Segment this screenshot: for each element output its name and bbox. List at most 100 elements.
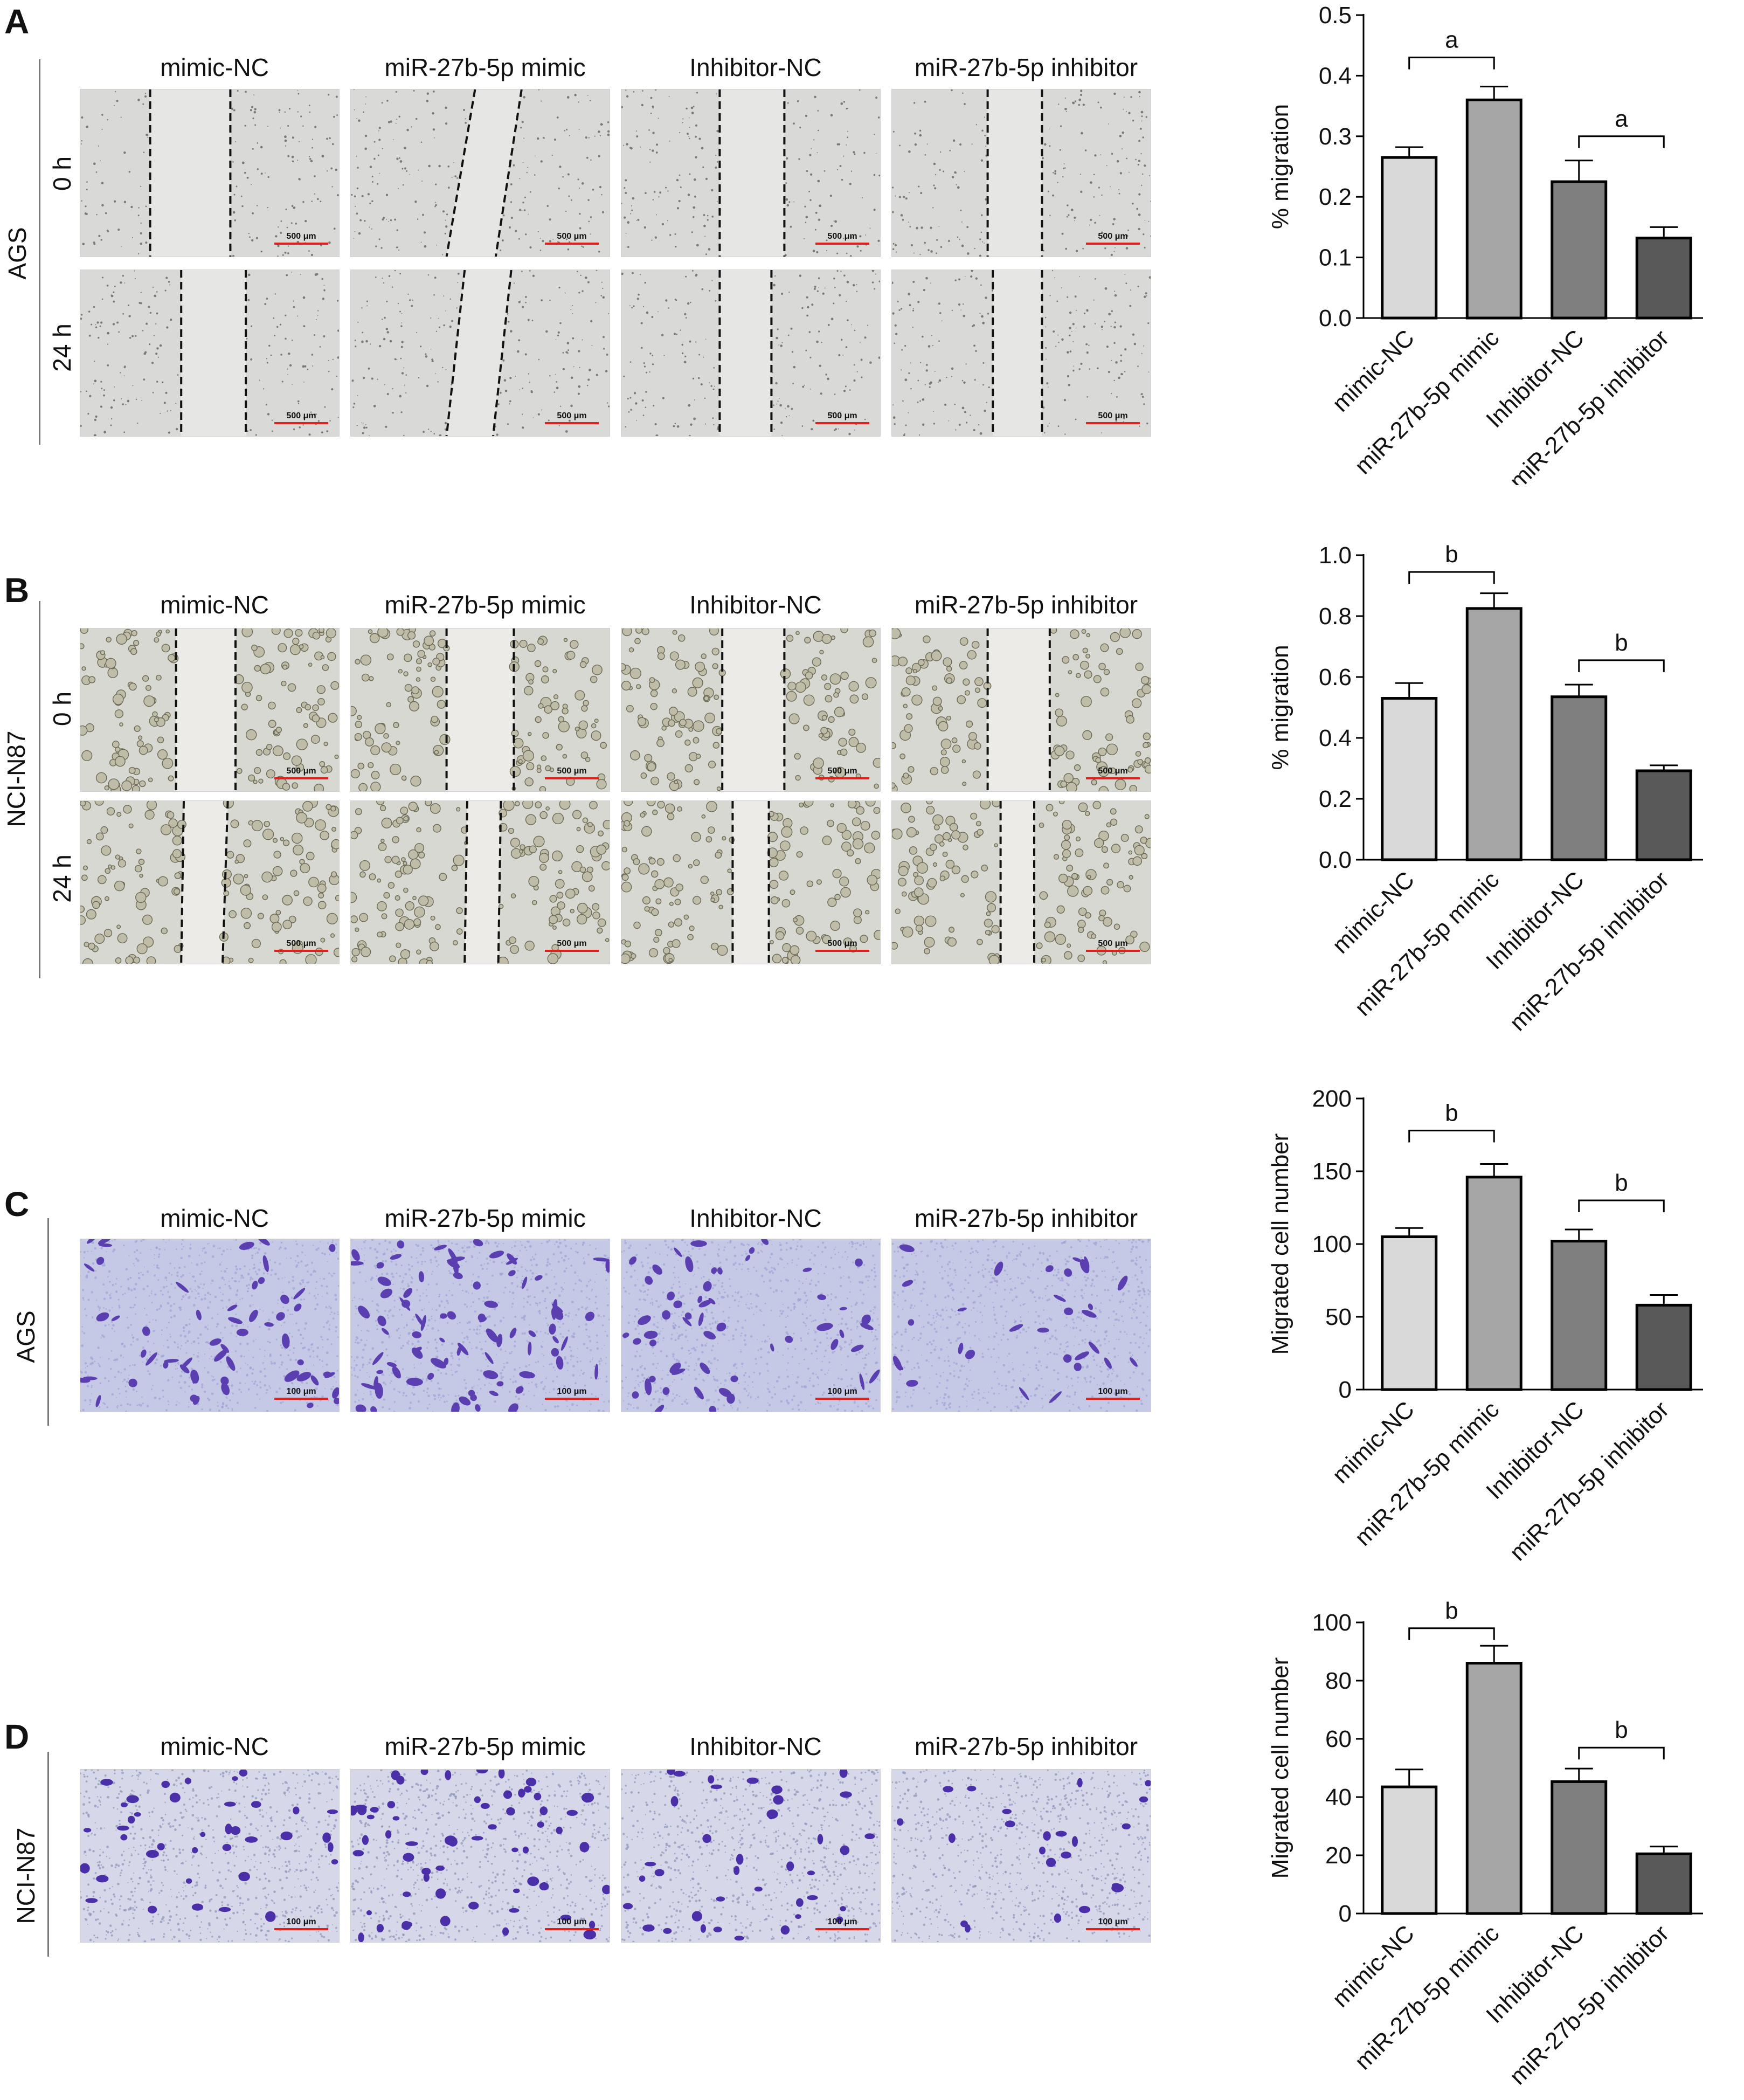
significance-label: b [1615, 630, 1628, 656]
y-tick-label: 0.4 [1319, 63, 1352, 89]
scale-bar: 500 μm [815, 411, 869, 424]
column-title: miR-27b-5p inhibitor [914, 1204, 1138, 1232]
scale-bar: 500 μm [545, 232, 599, 245]
wound-image: 500 μm [621, 628, 881, 792]
significance-label: a [1615, 106, 1628, 132]
x-tick-label: miR-27b-5p mimic [1349, 324, 1504, 479]
bar [1465, 1176, 1522, 1391]
x-tick-label: mimic-NC [1327, 324, 1420, 417]
y-axis-title: Migrated cell number [1267, 1657, 1293, 1879]
scale-bar: 500 μm [1086, 766, 1140, 779]
panel-d: D NCI-N87 mimic-NC miR-27b-5p mimic Inhi… [0, 1595, 1744, 2100]
y-tick-label: 0.3 [1319, 123, 1352, 150]
bar [1381, 1785, 1438, 1915]
y-tick-label: 40 [1325, 1784, 1352, 1811]
wound-image: 500 μm [891, 89, 1151, 257]
y-tick-label: 0.0 [1319, 847, 1352, 873]
y-tick-label: 100 [1312, 1231, 1352, 1258]
y-tick-label: 0.5 [1319, 2, 1352, 29]
transwell-image: 100 μm [621, 1769, 881, 1943]
wound-image: 500 μm [350, 628, 610, 792]
panel-b: B NCI-N87 0 h 24 h mimic-NC miR-27b-5p m… [0, 531, 1744, 1043]
significance-label: b [1615, 1717, 1628, 1743]
y-tick-label: 0.6 [1319, 664, 1352, 690]
scale-bar: 500 μm [274, 939, 328, 952]
scale-bar: 100 μm [545, 1387, 599, 1400]
y-tick-label: 0.8 [1319, 603, 1352, 630]
significance-label: b [1445, 541, 1458, 568]
y-tick-label: 0 [1339, 1901, 1352, 1927]
column-title: miR-27b-5p mimic [384, 53, 586, 81]
y-axis-title: Migrated cell number [1267, 1134, 1293, 1355]
cell-line-label: NCI-N87 [2, 730, 30, 827]
significance-bracket [1408, 57, 1495, 70]
wound-image: 500 μm [891, 800, 1151, 964]
row-label: 24 h [48, 323, 76, 372]
column-title: Inhibitor-NC [689, 53, 822, 81]
x-tick-label: mimic-NC [1327, 1920, 1420, 2012]
divider-line [47, 1752, 49, 1957]
significance-bracket [1578, 659, 1665, 672]
y-axis-title: % migration [1267, 104, 1293, 229]
scale-bar: 500 μm [815, 232, 869, 245]
y-axis-title: % migration [1267, 645, 1293, 770]
transwell-image: 100 μm [891, 1769, 1151, 1943]
scale-bar: 100 μm [1086, 1917, 1140, 1930]
column-title: miR-27b-5p mimic [384, 591, 586, 619]
y-tick-label: 200 [1312, 1086, 1352, 1112]
column-title: mimic-NC [160, 1204, 269, 1232]
x-tick-label: mimic-NC [1327, 1396, 1420, 1488]
panel-label: B [4, 571, 30, 610]
scale-bar: 100 μm [815, 1387, 869, 1400]
bar [1465, 1662, 1522, 1915]
divider-line [39, 601, 40, 978]
significance-bracket [1408, 1129, 1495, 1143]
row-label: 0 h [48, 692, 76, 726]
scale-bar: 100 μm [274, 1387, 328, 1400]
significance-bracket [1578, 135, 1665, 148]
panel-c: C AGS mimic-NC miR-27b-5p mimic Inhibito… [0, 1067, 1744, 1595]
significance-bracket [1408, 571, 1495, 584]
y-tick-label: 20 [1325, 1842, 1352, 1869]
scale-bar: 100 μm [1086, 1387, 1140, 1400]
column-title: mimic-NC [160, 53, 269, 81]
column-title: Inhibitor-NC [689, 1204, 822, 1232]
significance-label: b [1445, 1598, 1458, 1624]
y-tick-label: 0.1 [1319, 245, 1352, 271]
x-tick-label: miR-27b-5p mimic [1349, 866, 1504, 1021]
cell-line-label: AGS [12, 1310, 40, 1363]
wound-image: 500 μm [350, 270, 610, 437]
cell-line-label: NCI-N87 [12, 1827, 40, 1924]
divider-line [39, 59, 40, 445]
transwell-image: 100 μm [80, 1239, 340, 1412]
wound-image: 500 μm [350, 89, 610, 257]
y-tick-label: 80 [1325, 1668, 1352, 1694]
scale-bar: 500 μm [1086, 411, 1140, 424]
scale-bar: 500 μm [815, 766, 869, 779]
y-tick-label: 0.0 [1319, 305, 1352, 331]
column-title: mimic-NC [160, 1732, 269, 1760]
transwell-image: 100 μm [80, 1769, 340, 1943]
scale-bar: 500 μm [815, 939, 869, 952]
wound-image: 500 μm [80, 800, 340, 964]
significance-bracket [1408, 1627, 1495, 1640]
scale-bar: 500 μm [1086, 939, 1140, 952]
column-title: Inhibitor-NC [689, 591, 822, 619]
y-tick-label: 50 [1325, 1304, 1352, 1330]
row-label: 24 h [48, 854, 76, 903]
scale-bar: 500 μm [274, 411, 328, 424]
column-title: miR-27b-5p mimic [384, 1204, 586, 1232]
cell-line-label: AGS [3, 227, 31, 280]
significance-label: b [1615, 1170, 1628, 1196]
y-tick-label: 0.2 [1319, 786, 1352, 812]
transwell-image: 100 μm [891, 1239, 1151, 1412]
x-tick-label: miR-27b-5p inhibitor [1505, 1920, 1674, 2090]
wound-image: 500 μm [621, 800, 881, 964]
bar [1551, 695, 1608, 861]
wound-image: 500 μm [80, 270, 340, 437]
bar [1551, 1780, 1608, 1915]
divider-line [47, 1218, 49, 1426]
wound-image: 500 μm [350, 800, 610, 964]
x-tick-label: miR-27b-5p inhibitor [1505, 866, 1674, 1036]
scale-bar: 100 μm [545, 1917, 599, 1930]
